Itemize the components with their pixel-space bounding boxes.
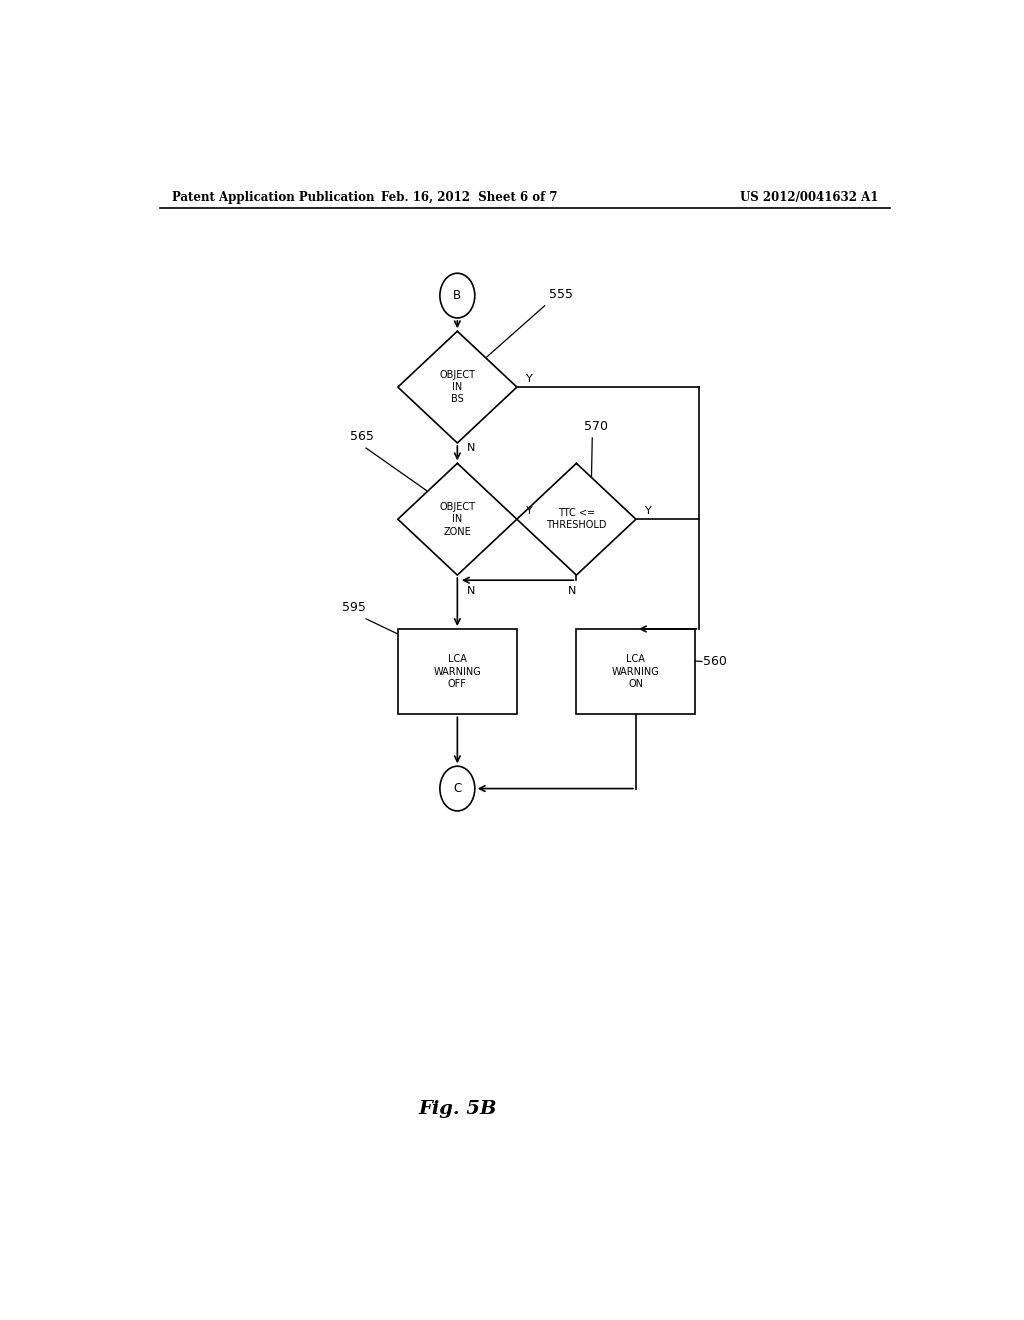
- Text: Patent Application Publication: Patent Application Publication: [172, 190, 374, 203]
- Text: 560: 560: [703, 655, 727, 668]
- Text: 595: 595: [342, 601, 367, 614]
- Text: US 2012/0041632 A1: US 2012/0041632 A1: [739, 190, 878, 203]
- Polygon shape: [397, 331, 517, 444]
- Text: C: C: [454, 781, 462, 795]
- Text: N: N: [568, 586, 577, 597]
- Text: N: N: [467, 586, 475, 597]
- Text: Y: Y: [645, 506, 652, 516]
- Text: Feb. 16, 2012  Sheet 6 of 7: Feb. 16, 2012 Sheet 6 of 7: [381, 190, 557, 203]
- Text: LCA
WARNING
ON: LCA WARNING ON: [612, 655, 659, 689]
- Text: N: N: [467, 444, 475, 453]
- Text: 555: 555: [549, 288, 572, 301]
- Circle shape: [440, 766, 475, 810]
- Text: Y: Y: [526, 506, 532, 516]
- Text: Fig. 5B: Fig. 5B: [418, 1100, 497, 1118]
- Bar: [577, 630, 695, 714]
- Text: LCA
WARNING
OFF: LCA WARNING OFF: [433, 655, 481, 689]
- Bar: [397, 630, 517, 714]
- Text: Y: Y: [526, 374, 532, 384]
- Text: 570: 570: [585, 420, 608, 433]
- Text: TTC <=
THRESHOLD: TTC <= THRESHOLD: [546, 508, 606, 531]
- Text: OBJECT
IN
BS: OBJECT IN BS: [439, 370, 475, 404]
- Polygon shape: [397, 463, 517, 576]
- Polygon shape: [517, 463, 636, 576]
- Text: B: B: [454, 289, 462, 302]
- Text: OBJECT
IN
ZONE: OBJECT IN ZONE: [439, 502, 475, 537]
- Text: 565: 565: [350, 430, 374, 444]
- Circle shape: [440, 273, 475, 318]
